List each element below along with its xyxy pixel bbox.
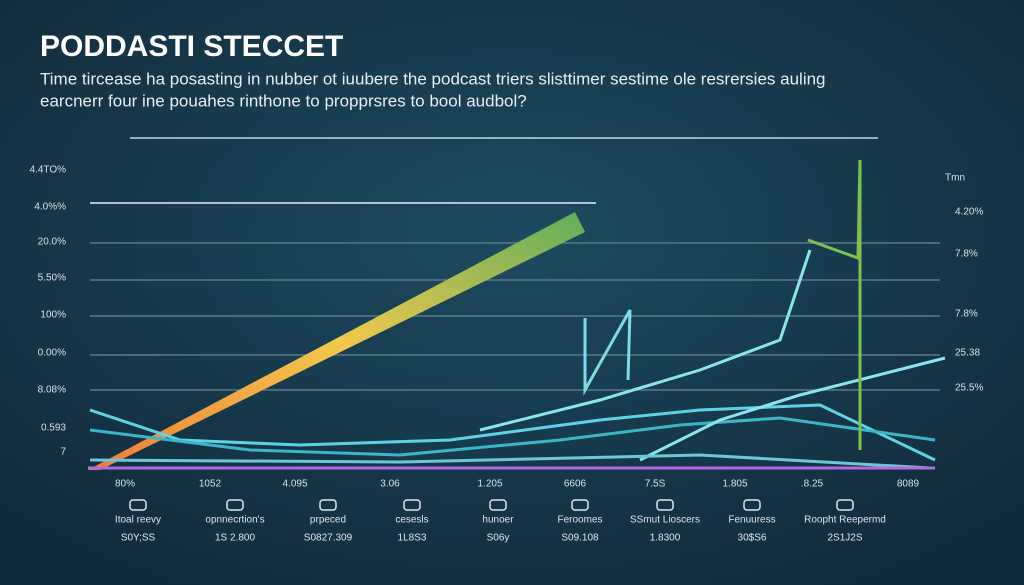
y-label: 4.0%% — [34, 202, 66, 213]
decor-lines — [90, 137, 940, 391]
caption: Feroomes — [557, 515, 602, 526]
amount: S0Y;SS — [121, 533, 156, 544]
y-label: 5.50% — [38, 273, 66, 284]
x-label: 4.095 — [282, 479, 307, 490]
caption: Roopht Reepermd — [804, 515, 886, 526]
icon — [743, 499, 761, 511]
amount: S09.108 — [561, 533, 599, 544]
caption: Itoal reevy — [115, 515, 161, 526]
caption: prpeced — [310, 515, 346, 526]
x-label: 8089 — [897, 479, 920, 490]
x-label: 6606 — [564, 479, 587, 490]
icon — [403, 499, 421, 511]
subtitle: Time tircease ha posasting in nubber ot … — [40, 69, 826, 88]
y2-title: Tmn — [945, 173, 965, 184]
icon — [656, 499, 674, 511]
icon — [836, 499, 854, 511]
wave — [89, 403, 936, 462]
y2-label: 25.38 — [955, 348, 980, 359]
wave — [639, 356, 946, 462]
y2-label: 7.8% — [955, 249, 978, 260]
amount: 1L8S3 — [398, 533, 427, 544]
wave — [89, 416, 936, 457]
y-label: 8.08% — [38, 385, 66, 396]
y-label: 0.593 — [41, 423, 66, 434]
icon — [319, 499, 337, 511]
amount: S0827.309 — [304, 533, 353, 544]
y-label: 4.4TO% — [30, 165, 67, 176]
x-label: 1052 — [199, 479, 222, 490]
amount: 1S 2.800 — [215, 533, 255, 544]
x-label: 80% — [115, 479, 135, 490]
icon — [489, 499, 507, 511]
y-label: 100% — [40, 310, 66, 321]
caption: hunoer — [482, 515, 514, 526]
chart-title: PODDASTI STECCET — [40, 30, 343, 63]
spike — [583, 309, 632, 396]
y-label: 20.0% — [38, 237, 66, 248]
icon — [571, 499, 589, 511]
x-label: .8.25 — [801, 479, 824, 490]
caption: cesesls — [395, 515, 428, 526]
y2-label: 7.8% — [955, 309, 978, 320]
wave-lines — [89, 159, 946, 470]
amount: 30$S6 — [738, 533, 767, 544]
x-label: 7.5S — [645, 479, 666, 490]
x-label: 3.06 — [380, 479, 400, 490]
wave — [479, 249, 812, 432]
y-label: 7 — [60, 447, 66, 458]
y2-label: 25.5% — [955, 383, 983, 394]
subtitle: earcnerr four ine pouahes rinthone to pr… — [40, 91, 527, 110]
labels: 4.4TO% 4.0%% 20.0% 5.50% 100% 0.00% 8.08% 0.593… — [30, 165, 984, 544]
icon — [226, 499, 244, 511]
caption: Fenuuress — [728, 515, 775, 526]
x-label: 1.805 — [722, 479, 747, 490]
green-spike — [807, 159, 862, 450]
wave — [89, 453, 931, 470]
amount: S06y — [487, 533, 510, 544]
caption: opnnecrtion's — [205, 515, 264, 526]
x-label: 1.205 — [477, 479, 502, 490]
caption: SSmut Lioscers — [630, 515, 700, 526]
y2-label: 4.20% — [955, 207, 983, 218]
amount: 1.8300 — [650, 533, 681, 544]
y-label: 0.00% — [38, 348, 66, 359]
amount: 2S1J2S — [827, 533, 862, 544]
ramp-band — [88, 212, 585, 470]
icon — [129, 499, 147, 511]
